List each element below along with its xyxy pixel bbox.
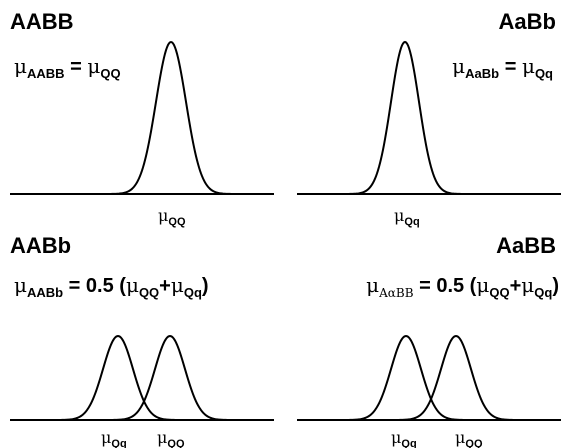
formula-half: = 0.5 ( — [419, 275, 477, 297]
mu-symbol: μ — [452, 54, 466, 78]
mu-symbol: μ — [87, 54, 101, 78]
formula-aabb-bb: μAαBB = 0.5 (μQQ+μQq) — [366, 273, 559, 300]
tick-label-mu-qq: μQQ — [455, 428, 483, 448]
formula-rhs-subscript: Qq — [534, 66, 553, 81]
tick-label-mu-qq-het: μQq — [394, 206, 420, 228]
formula-aabb: μAABB = μQQ — [14, 54, 121, 80]
formula-aabb-b: μAABb = 0.5 (μQQ+μQq) — [14, 273, 209, 300]
tick-label-mu-qq: μQQ — [158, 206, 186, 228]
formula-equals: = — [70, 56, 82, 78]
distribution-curve-Qq — [38, 334, 198, 421]
formula-lhs-subscript: AABb — [27, 285, 64, 300]
tick-label-mu-qq-het: μQq — [391, 428, 417, 448]
formula-lhs-subscript: AABB — [27, 66, 65, 81]
distribution-curve-QQ — [376, 334, 536, 421]
panel-title-aabb-heterozygous: AaBb — [498, 9, 556, 34]
tick-label-mu-qq-het: μQq — [101, 428, 127, 448]
panel-title-aabb-bb: AaBB — [496, 233, 556, 258]
formula-equals: = — [504, 56, 517, 78]
panel-title-aabb-b: AABb — [10, 233, 72, 258]
formula-lhs-subscript: AαBB — [379, 286, 414, 300]
distribution-curve-Qq — [326, 334, 486, 421]
mu-symbol: μ — [521, 54, 535, 78]
formula-aabb-heterozygous: μAaBb = μQq — [452, 54, 553, 80]
formula-rhs-subscript: QQ — [100, 66, 121, 81]
formula-half: = 0.5 ( — [68, 275, 126, 297]
panel-title-aabb: AABB — [10, 9, 74, 34]
formula-lhs-subscript: AaBb — [465, 66, 500, 81]
distribution-curve-QQ — [81, 40, 261, 195]
tick-label-mu-qq: μQQ — [157, 428, 185, 448]
distribution-curve-QQ — [90, 334, 250, 421]
distribution-curve-Qq — [315, 40, 495, 195]
mu-symbol: μ — [14, 54, 27, 78]
